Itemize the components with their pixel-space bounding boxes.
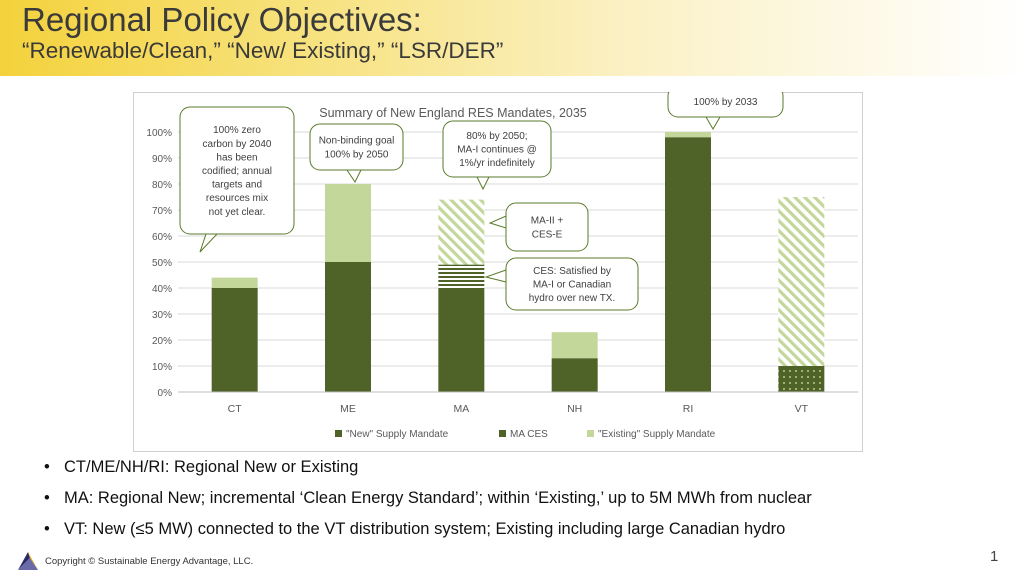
bar-nh-new (551, 358, 598, 392)
y-tick-label: 0% (158, 388, 173, 399)
callout-text: Non-binding goal 100% by 2050 (319, 136, 395, 161)
callout-tail (484, 269, 507, 283)
bar-ma-ma-ces (438, 264, 485, 288)
callout-tail (476, 176, 490, 191)
company-logo-icon (16, 550, 40, 572)
bullet-dot: • (44, 520, 50, 538)
annotation-callout: 100% zero carbon by 2040 has been codified;… (179, 106, 295, 253)
bar-me-new (325, 262, 371, 392)
callout-tail (705, 116, 721, 130)
y-tick-label: 60% (152, 232, 172, 243)
legend-entry: "New" Supply Mandate (335, 429, 449, 440)
header-band (0, 0, 1024, 76)
bullet-item: • VT: New (≤5 MW) connected to the VT dis… (44, 518, 1014, 540)
bar-me-existing (325, 184, 371, 262)
legend-swatch (335, 430, 342, 437)
y-tick-label: 70% (152, 206, 172, 217)
y-tick-label: 40% (152, 284, 172, 295)
y-tick-label: 100% (146, 128, 172, 139)
bars (211, 132, 825, 392)
callout-box (442, 120, 552, 178)
x-tick-label: MA (453, 403, 469, 415)
legend-entry: MA CES (499, 429, 548, 440)
page-number: 1 (990, 548, 999, 565)
y-tick-label: 30% (152, 310, 172, 321)
callout-text: MA-II + CES-E (531, 216, 564, 241)
bar-ri-new (665, 137, 711, 392)
callout-text: 80% by 2050; MA-I continues @1%/yr indefi… (457, 131, 537, 169)
callout-tail (488, 215, 507, 229)
callout-text: 100% by 2033 (694, 97, 758, 108)
legend-swatch (587, 430, 594, 437)
bullet-item: • CT/ME/NH/RI: Regional New or Existing (44, 456, 1014, 478)
stacked-bar-chart: Summary of New England RES Mandates, 203… (133, 92, 863, 452)
x-tick-label: VT (795, 403, 809, 415)
bullet-text: VT: New (≤5 MW) connected to the VT dist… (64, 520, 786, 538)
y-tick-label: 20% (152, 336, 172, 347)
annotation-callout: 100% by 2033 (667, 92, 784, 130)
x-tick-label: RI (683, 403, 694, 415)
bullet-text: CT/ME/NH/RI: Regional New or Existing (64, 458, 359, 476)
copyright-text: Copyright © Sustainable Energy Advantage… (45, 556, 254, 567)
callout-text: 100% zero carbon by 2040 has been codified;… (202, 125, 272, 218)
bullet-text: MA: Regional New; incremental ‘Clean Ene… (64, 489, 812, 507)
slide-subtitle: “Renewable/Clean,” “New/ Existing,” “LSR… (22, 38, 504, 63)
y-axis-tick-labels: 0% 10% 20% 30% 40% 50% 60% 70% 80% 90% 100% (146, 128, 172, 399)
annotation-callout: Non-binding goal 100% by 2050 (309, 123, 404, 183)
x-tick-label: ME (340, 403, 356, 415)
x-tick-label: NH (567, 403, 582, 415)
callout-text: CES: Satisfied by MA-I or Canadian hydro o… (529, 266, 616, 304)
y-tick-label: 90% (152, 154, 172, 165)
callout-box (667, 92, 784, 118)
annotation-callout: CES: Satisfied by MA-I or Canadian hydro o… (484, 257, 639, 311)
legend-label: "New" Supply Mandate (346, 429, 449, 440)
annotation-callout: MA-II + CES-E (488, 202, 589, 252)
legend-label: MA CES (510, 429, 548, 440)
legend-swatch (499, 430, 506, 437)
bullet-dot: • (44, 489, 50, 507)
legend-label: "Existing" Supply Mandate (598, 429, 716, 440)
legend: "New" Supply Mandate MA CES "Existing" Sup… (335, 429, 716, 440)
bullet-dot: • (44, 458, 50, 476)
bar-vt-new (778, 366, 825, 392)
callout-tail (199, 233, 219, 253)
slide-title: Regional Policy Objectives: (22, 1, 422, 38)
bar-ct-existing (211, 277, 258, 288)
x-axis-tick-labels: CT ME MA NH RI VT (228, 403, 809, 415)
callout-tail (346, 169, 362, 183)
bar-ma-existing (438, 199, 485, 265)
bullet-list: • CT/ME/NH/RI: Regional New or Existing •… (44, 456, 1014, 549)
y-tick-label: 80% (152, 180, 172, 191)
bar-vt-existing (778, 197, 825, 366)
legend-entry: "Existing" Supply Mandate (587, 429, 716, 440)
annotation-callout: 80% by 2050; MA-I continues @1%/yr indefi… (442, 120, 552, 191)
bullet-item: • MA: Regional New; incremental ‘Clean En… (44, 487, 1014, 509)
annotation-callouts: 100% zero carbon by 2040 has been codified;… (179, 92, 784, 311)
callout-box (179, 106, 295, 235)
callout-box (505, 202, 589, 252)
y-tick-label: 50% (152, 258, 172, 269)
callout-box (309, 123, 404, 171)
callout-box (505, 257, 639, 311)
chart-title: Summary of New England RES Mandates, 203… (319, 106, 587, 120)
bar-ct-new (211, 288, 258, 392)
bar-ma-new (438, 288, 485, 392)
x-tick-label: CT (228, 403, 243, 415)
bar-ri-existing (665, 132, 711, 138)
y-tick-label: 10% (152, 362, 172, 373)
bar-nh-existing (551, 332, 598, 359)
